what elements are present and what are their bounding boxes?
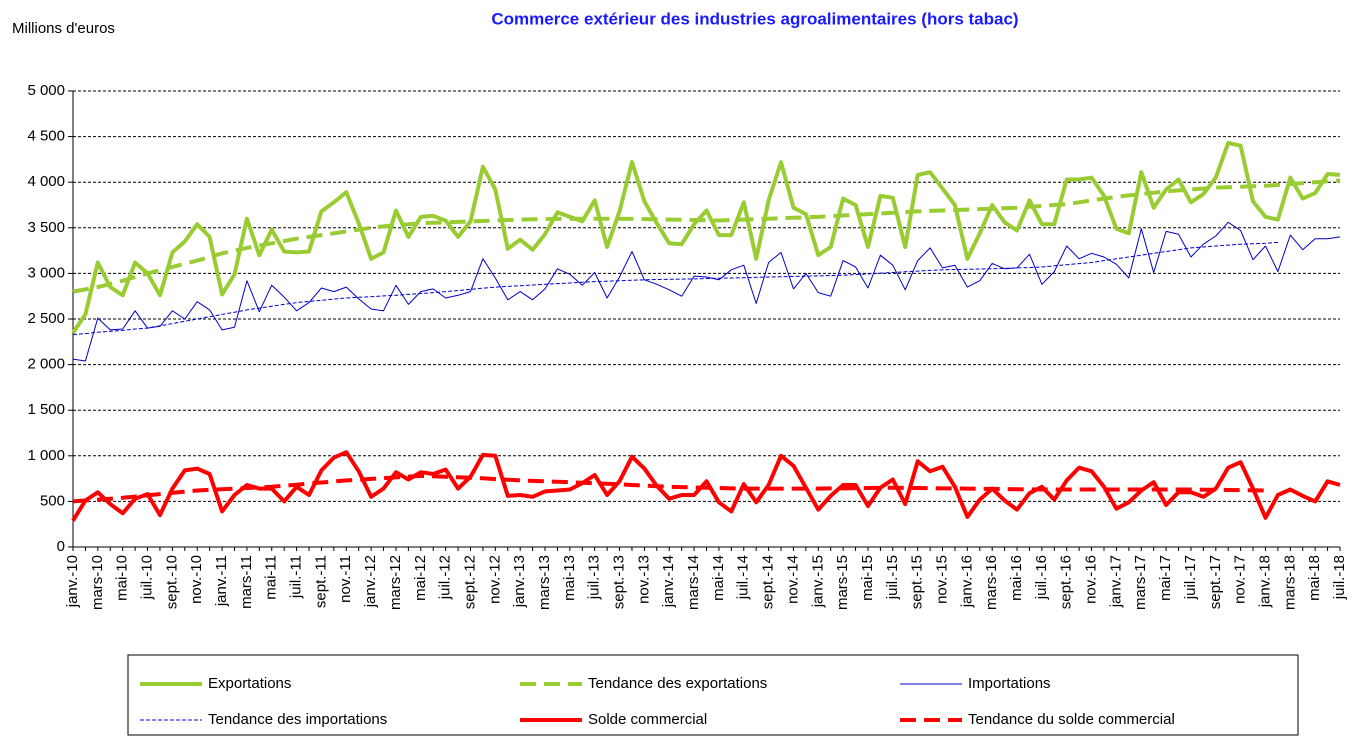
- legend-label: Exportations: [208, 675, 291, 692]
- y-tick-label: 4 500: [27, 128, 65, 145]
- x-tick-label: sept.-13: [611, 555, 628, 609]
- chart-title: Commerce extérieur des industries agroal…: [491, 9, 1018, 28]
- x-tick-label: juil.-18: [1331, 555, 1348, 600]
- x-tick-label: juil.-16: [1033, 555, 1050, 600]
- x-tick-label: janv.-18: [1256, 555, 1273, 608]
- x-tick-label: janv.-13: [511, 555, 528, 608]
- legend-label: Tendance du solde commercial: [968, 711, 1175, 728]
- x-tick-label: mai-15: [859, 555, 876, 601]
- x-tick-label: juil.-15: [884, 555, 901, 600]
- series-line: [71, 141, 1341, 334]
- x-tick-label: mai-10: [114, 555, 131, 601]
- x-tick-label: janv.-11: [213, 555, 230, 607]
- x-tick-label: sept.-16: [1058, 555, 1075, 609]
- x-tick-label: sept.-15: [909, 555, 926, 609]
- x-tick-label: nov.-13: [635, 555, 652, 604]
- x-tick-label: nov.-11: [337, 555, 354, 603]
- x-tick-label: mars-11: [238, 555, 255, 609]
- x-tick-label: sept.-14: [760, 555, 777, 609]
- x-tick-label: juil.-14: [735, 555, 752, 600]
- legend-label: Tendance des importations: [208, 711, 387, 728]
- y-axis-label: Millions d'euros: [12, 20, 115, 37]
- x-tick-label: sept.-12: [461, 555, 478, 609]
- y-tick-label: 500: [40, 492, 65, 509]
- x-tick-label: mars-17: [1132, 555, 1149, 610]
- x-tick-label: janv.-12: [362, 555, 379, 608]
- x-tick-label: sept.-17: [1207, 555, 1224, 609]
- y-tick-label: 2 000: [27, 356, 65, 373]
- x-tick-label: nov.-17: [1232, 555, 1249, 604]
- legend-box: [127, 654, 1299, 736]
- x-tick-label: sept.-11: [312, 555, 329, 608]
- y-tick-label: 5 000: [27, 82, 65, 99]
- x-tick-label: mars-10: [89, 555, 106, 610]
- x-tick-label: nov.-14: [784, 555, 801, 604]
- x-tick-label: janv.-14: [660, 555, 677, 608]
- x-tick-label: nov.-16: [1083, 555, 1100, 604]
- y-tick-label: 1 500: [27, 401, 65, 418]
- series-line: [71, 450, 1341, 522]
- x-tick-label: mai-11: [263, 555, 280, 600]
- x-tick-label: nov.-15: [933, 555, 950, 604]
- x-tick-label: mai-18: [1306, 555, 1323, 601]
- x-tick-label: mai-16: [1008, 555, 1025, 601]
- series-line: [72, 473, 1266, 504]
- x-tick-label: mars-14: [685, 555, 702, 610]
- x-tick-label: janv.-17: [1107, 555, 1124, 608]
- legend-label: Tendance des exportations: [588, 675, 767, 692]
- series-line: [72, 178, 1341, 294]
- x-tick-label: mai-12: [412, 555, 429, 601]
- x-tick-label: mars-18: [1281, 555, 1298, 610]
- x-tick-label: janv.-10: [64, 555, 81, 608]
- x-tick-label: juil.-10: [138, 555, 155, 600]
- x-tick-label: mai-17: [1157, 555, 1174, 601]
- y-tick-label: 0: [57, 538, 65, 555]
- x-tick-label: sept.-10: [163, 555, 180, 609]
- y-tick-label: 3 000: [27, 264, 65, 281]
- legend-label: Importations: [968, 675, 1051, 692]
- x-tick-label: mai-14: [710, 555, 727, 601]
- x-tick-label: janv.-16: [958, 555, 975, 608]
- x-tick-label: juil.-11: [288, 555, 305, 599]
- x-tick-label: mars-15: [834, 555, 851, 610]
- x-tick-label: nov.-12: [486, 555, 503, 604]
- x-tick-label: mars-16: [983, 555, 1000, 610]
- x-tick-label: nov.-10: [188, 555, 205, 604]
- x-tick-label: mai-13: [561, 555, 578, 601]
- series-line: [72, 221, 1341, 362]
- x-tick-label: juil.-13: [586, 555, 603, 600]
- y-tick-label: 1 000: [27, 447, 65, 464]
- legend-label: Solde commercial: [588, 711, 707, 728]
- x-tick-label: janv.-15: [809, 555, 826, 608]
- y-tick-label: 3 500: [27, 219, 65, 236]
- x-tick-label: mars-13: [536, 555, 553, 610]
- y-tick-label: 2 500: [27, 310, 65, 327]
- series-line: [72, 241, 1278, 335]
- y-tick-label: 4 000: [27, 173, 65, 190]
- x-tick-label: juil.-12: [437, 555, 454, 600]
- x-tick-label: juil.-17: [1182, 555, 1199, 600]
- x-tick-label: mars-12: [387, 555, 404, 610]
